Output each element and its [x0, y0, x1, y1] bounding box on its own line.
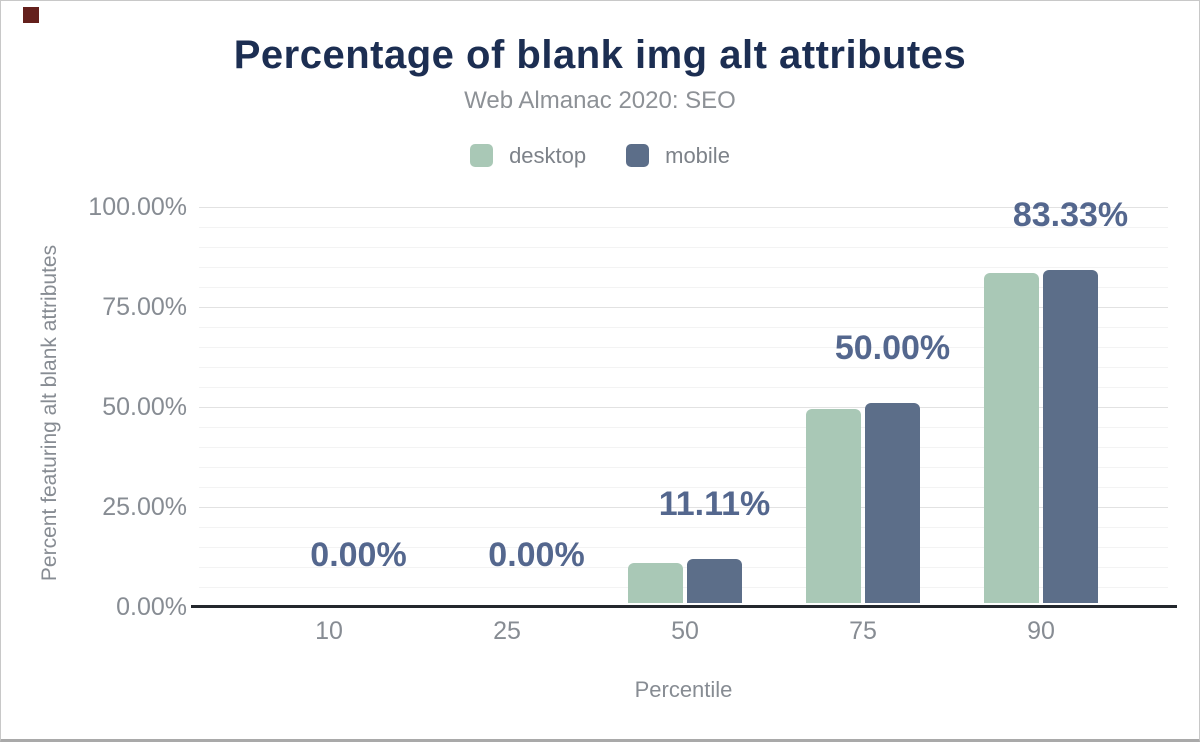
y-axis-tick-label: 75.00%	[102, 293, 187, 321]
data-label-p10: 0.00%	[310, 536, 407, 574]
gridline	[199, 307, 1168, 308]
bar-desktop-p90[interactable]	[984, 273, 1039, 603]
legend-label-desktop: desktop	[509, 143, 587, 168]
x-axis-tick-label: 75	[849, 617, 877, 645]
x-axis-title: Percentile	[634, 677, 733, 702]
gridline	[199, 427, 1168, 428]
y-axis-tick-label: 50.00%	[102, 393, 187, 421]
gridline	[199, 447, 1168, 448]
data-label-p75: 50.00%	[834, 329, 951, 367]
bar-mobile-p90[interactable]	[1043, 270, 1098, 603]
gridline	[199, 207, 1168, 208]
legend-item-mobile[interactable]: mobile	[626, 144, 730, 167]
data-label-p50: 11.11%	[658, 485, 771, 523]
corner-marker	[23, 7, 39, 23]
gridline	[199, 567, 1168, 568]
bar-mobile-p75[interactable]	[865, 403, 920, 603]
chart-title: Percentage of blank img alt attributes	[233, 33, 967, 77]
gridline	[199, 367, 1168, 368]
bar-desktop-p75[interactable]	[806, 409, 861, 603]
data-label-p25: 0.00%	[488, 536, 585, 574]
gridline	[199, 327, 1168, 328]
legend-label-mobile: mobile	[665, 143, 730, 168]
x-axis-tick-label: 10	[315, 617, 343, 645]
legend-item-desktop[interactable]: desktop	[470, 144, 586, 167]
gridline	[199, 407, 1168, 408]
x-axis-tick-label: 90	[1027, 617, 1055, 645]
gridline	[199, 507, 1168, 508]
gridline	[199, 287, 1168, 288]
legend-swatch-desktop	[470, 144, 494, 167]
gridline	[199, 587, 1168, 588]
x-axis-line	[191, 605, 1177, 608]
x-axis-tick-label: 25	[493, 617, 521, 645]
gridline	[199, 487, 1168, 488]
legend-swatch-mobile	[626, 144, 650, 167]
gridline	[199, 387, 1168, 388]
legend: desktop mobile	[1, 144, 1199, 167]
gridline	[199, 527, 1168, 528]
gridline	[199, 467, 1168, 468]
gridline	[199, 227, 1168, 228]
y-axis-tick-label: 100.00%	[88, 193, 187, 221]
bar-desktop-p50[interactable]	[628, 563, 683, 603]
chart-subtitle: Web Almanac 2020: SEO	[464, 87, 736, 114]
gridline	[199, 247, 1168, 248]
gridline	[199, 347, 1168, 348]
gridline	[199, 547, 1168, 548]
gridline	[199, 267, 1168, 268]
x-axis-tick-label: 50	[671, 617, 699, 645]
y-axis-tick-label: 0.00%	[116, 593, 187, 621]
bar-mobile-p50[interactable]	[687, 559, 742, 603]
y-axis-tick-label: 25.00%	[102, 493, 187, 521]
data-label-p90: 83.33%	[1012, 196, 1129, 234]
